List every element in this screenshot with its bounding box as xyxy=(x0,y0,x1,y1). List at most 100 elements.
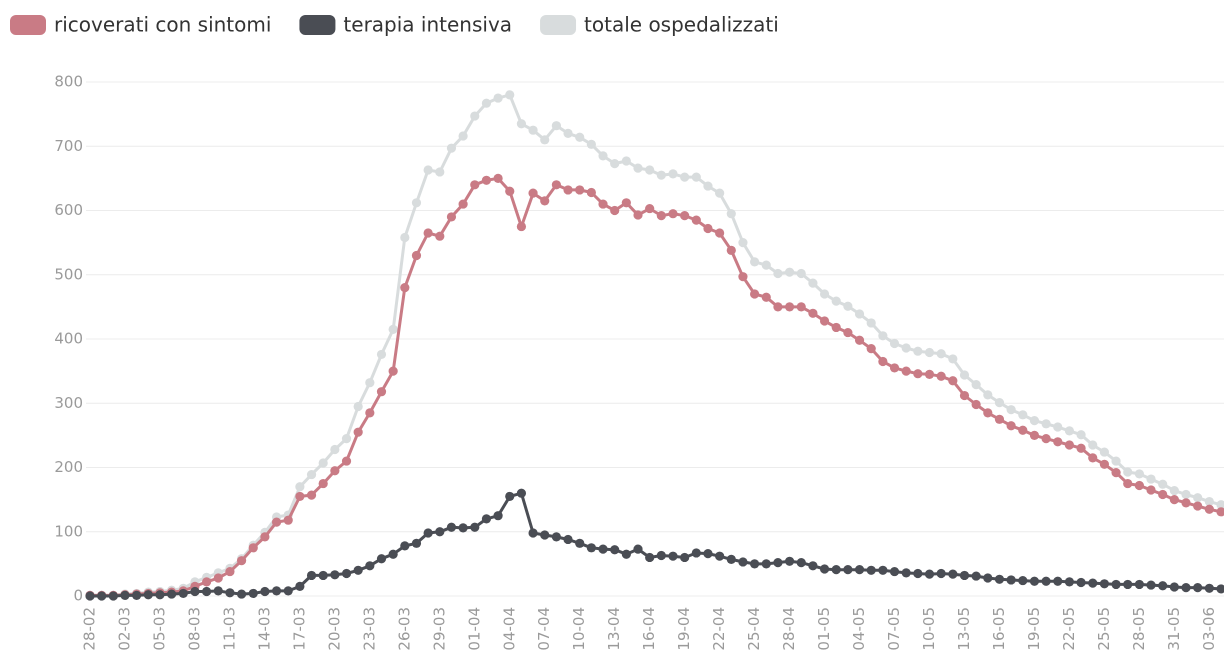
data-point xyxy=(260,586,270,597)
data-point xyxy=(435,231,445,241)
legend-swatch xyxy=(10,15,46,35)
data-point xyxy=(656,550,666,561)
data-point xyxy=(796,557,806,568)
x-tick-label: 19-04 xyxy=(675,607,693,651)
data-point xyxy=(901,568,911,578)
y-tick-label: 0 xyxy=(73,587,83,605)
data-point xyxy=(738,272,748,282)
data-point xyxy=(1123,579,1133,590)
legend-swatch xyxy=(540,15,577,35)
data-point xyxy=(143,590,153,600)
data-point xyxy=(691,215,701,225)
data-point xyxy=(936,371,946,381)
data-point xyxy=(866,344,876,354)
x-tick-label: 11-03 xyxy=(220,607,238,651)
data-point xyxy=(1146,580,1156,590)
data-point xyxy=(715,228,725,238)
series-line xyxy=(90,93,1222,597)
data-point xyxy=(295,482,305,492)
data-point xyxy=(353,565,363,575)
data-point xyxy=(656,211,666,221)
x-tick-label: 10-05 xyxy=(920,607,938,651)
data-point xyxy=(959,570,970,581)
data-point xyxy=(726,554,736,564)
data-point xyxy=(784,267,795,277)
x-tick-label: 14-03 xyxy=(255,607,273,651)
data-point xyxy=(213,586,223,596)
data-point xyxy=(470,522,480,532)
data-point xyxy=(365,561,375,571)
data-point xyxy=(1216,507,1224,517)
data-point xyxy=(318,458,328,468)
x-tick-label: 04-04 xyxy=(500,607,518,651)
data-point xyxy=(295,491,305,502)
y-tick-label: 300 xyxy=(54,394,83,412)
data-point xyxy=(633,210,643,220)
y-tick-label: 500 xyxy=(54,265,83,283)
data-point xyxy=(411,538,422,548)
data-point xyxy=(1053,576,1063,586)
data-point xyxy=(120,590,130,600)
x-tick-label: 02-03 xyxy=(115,607,133,651)
data-point xyxy=(1193,493,1203,503)
data-point xyxy=(493,93,503,103)
data-point xyxy=(528,125,538,135)
data-point xyxy=(365,378,375,388)
data-point xyxy=(1204,504,1214,514)
data-point xyxy=(948,376,958,386)
data-point xyxy=(621,198,631,208)
data-point xyxy=(971,571,981,581)
data-point xyxy=(1111,456,1121,466)
data-point xyxy=(1041,433,1051,444)
data-point xyxy=(1006,405,1016,415)
data-point xyxy=(423,228,433,238)
data-point xyxy=(330,570,340,580)
data-point xyxy=(423,528,433,538)
data-point xyxy=(248,588,258,599)
x-tick-label: 29-03 xyxy=(430,607,448,651)
x-tick-label: 22-05 xyxy=(1060,607,1078,651)
x-tick-label: 03-06 xyxy=(1200,607,1218,651)
data-point xyxy=(306,469,317,480)
x-tick-label: 20-03 xyxy=(325,607,343,651)
data-point xyxy=(983,408,993,418)
data-point xyxy=(703,223,713,234)
data-point xyxy=(610,545,620,555)
data-point xyxy=(586,139,596,149)
data-point xyxy=(201,577,212,587)
data-point xyxy=(924,347,935,358)
data-point xyxy=(994,398,1005,408)
data-point xyxy=(1216,584,1224,594)
data-point xyxy=(493,173,503,183)
data-point xyxy=(330,466,340,476)
data-point xyxy=(680,552,690,563)
data-point xyxy=(236,556,247,566)
data-point xyxy=(400,283,410,293)
data-point xyxy=(1158,489,1168,500)
data-point xyxy=(750,559,760,569)
data-point xyxy=(1123,467,1133,477)
x-tick-label: 13-04 xyxy=(605,607,623,651)
y-tick-label: 100 xyxy=(54,522,83,540)
data-point xyxy=(1123,478,1133,489)
data-point xyxy=(435,527,445,537)
data-point xyxy=(108,591,118,601)
data-point xyxy=(1169,582,1179,592)
data-point xyxy=(341,568,352,579)
data-point xyxy=(703,181,713,191)
data-point xyxy=(295,581,305,591)
data-point xyxy=(505,186,515,196)
data-point xyxy=(1018,425,1028,435)
data-point xyxy=(388,324,398,334)
data-point xyxy=(563,128,573,138)
data-point xyxy=(715,188,725,198)
data-point xyxy=(178,588,188,599)
legend-swatch xyxy=(299,15,336,35)
data-point xyxy=(575,185,585,195)
data-point xyxy=(913,369,923,379)
data-point xyxy=(446,143,457,153)
data-point xyxy=(983,573,993,583)
data-point xyxy=(621,549,631,559)
data-point xyxy=(878,565,888,575)
